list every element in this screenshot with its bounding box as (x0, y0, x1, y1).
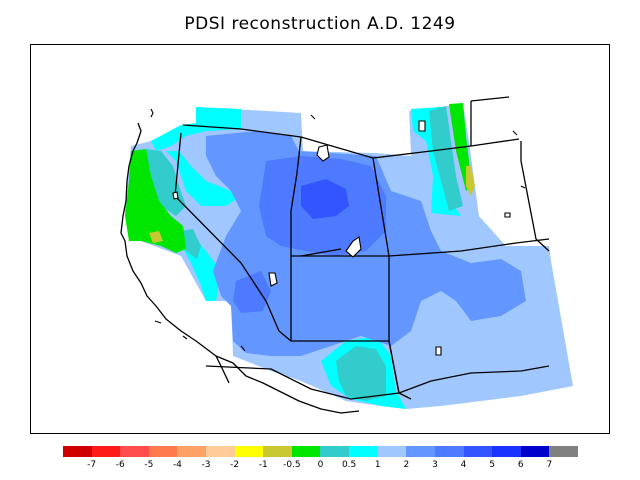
lake-north (504, 212, 511, 218)
islands (150, 108, 526, 352)
legend-swatch (377, 446, 407, 457)
pdsi-map (120, 96, 573, 414)
island-7 (520, 185, 526, 189)
legend-tick-label: -6 (115, 460, 125, 470)
legend-swatch (492, 446, 521, 457)
legend-swatch (63, 446, 92, 457)
lakes (172, 120, 511, 356)
pdsi-gap-wyoming (303, 111, 411, 156)
legend-swatch (263, 446, 292, 457)
island-5 (240, 345, 246, 352)
legend-tick-label: 6 (517, 460, 524, 470)
island-2 (310, 114, 316, 120)
lake-sakakawea (418, 120, 426, 132)
lake-great-salt (316, 144, 330, 162)
pdsi-gap-north (463, 101, 549, 246)
legend-tick-label: 4 (460, 460, 467, 470)
legend-swatch (463, 446, 493, 457)
pdsi-field-teal-south (336, 346, 386, 401)
legend-swatch (234, 446, 264, 457)
color-legend-labels: -7 -6 -5 -4 -3 -2 -1 -0.5 0 0.5 1 2 3 4 5 6 7 (63, 459, 578, 473)
pdsi-field-teal-nw (146, 149, 186, 216)
legend-swatch (349, 446, 378, 457)
legend-tick-label: -7 (87, 460, 97, 470)
legend-tick-label: -2 (230, 460, 240, 470)
pdsi-field-olive-west (149, 231, 163, 243)
border-southern-cali (215, 355, 230, 384)
border-mexico (205, 365, 400, 400)
legend-swatch (291, 446, 321, 457)
map-frame (30, 44, 610, 434)
legend-tick-label: 5 (489, 460, 496, 470)
legend-tick-label: -0.5 (283, 460, 301, 470)
legend-swatch (320, 446, 350, 457)
legend-swatch (406, 446, 435, 457)
island-4 (182, 335, 188, 340)
legend-tick-label: 0.5 (341, 460, 357, 470)
map-title: PDSI reconstruction A.D. 1249 (184, 14, 456, 34)
pdsi-field-deep-blue (301, 179, 349, 219)
color-legend-bar (63, 446, 578, 457)
legend-swatch (91, 446, 121, 457)
pdsi-field-cyan-nw (151, 107, 241, 151)
legend-swatch (520, 446, 550, 457)
pdsi-field-cyan-nevada (179, 239, 221, 301)
pdsi-field-blue-nevada (233, 271, 271, 313)
legend-tick-label: 7 (546, 460, 553, 470)
border-utah-east (300, 248, 342, 257)
legend-tick-label: -3 (201, 460, 211, 470)
border-idaho (290, 136, 302, 256)
pdsi-field-green-west (125, 149, 186, 253)
legend-tick-label: 3 (432, 460, 438, 470)
border-north-top (470, 96, 510, 102)
island-3 (154, 320, 162, 324)
legend-swatch (177, 446, 207, 457)
legend-swatch (148, 446, 178, 457)
legend-tick-label: -4 (172, 460, 182, 470)
coastline-west (120, 122, 360, 414)
pdsi-field-olive-ne (466, 166, 475, 196)
legend-swatch (434, 446, 464, 457)
border-california-nevada (174, 132, 280, 332)
lake-elephant (435, 346, 442, 356)
legend-tick-label: 0 (317, 460, 324, 470)
legend-swatch (549, 446, 578, 457)
legend-swatch (206, 446, 235, 457)
border-east (520, 141, 550, 252)
boundary-lines (120, 96, 550, 414)
border-new-mexico (388, 238, 550, 257)
pdsi-field-teal-ne (429, 106, 463, 211)
lake-salton (268, 272, 278, 287)
legend-swatch (120, 446, 149, 457)
pdsi-field-cyan-west (166, 151, 241, 206)
legend-tick-label: 1 (374, 460, 381, 470)
legend-tick-label: 2 (403, 460, 410, 470)
lake-powell (345, 236, 362, 258)
border-nm-texas (388, 340, 550, 394)
island-6 (512, 130, 518, 136)
legend-tick-label: -5 (144, 460, 154, 470)
lake-tahoe (172, 191, 179, 200)
border-wyoming (372, 157, 390, 257)
legend-tick-label: -1 (258, 460, 268, 470)
island-1 (150, 108, 154, 118)
pdsi-field-teal-nevada (181, 229, 201, 259)
